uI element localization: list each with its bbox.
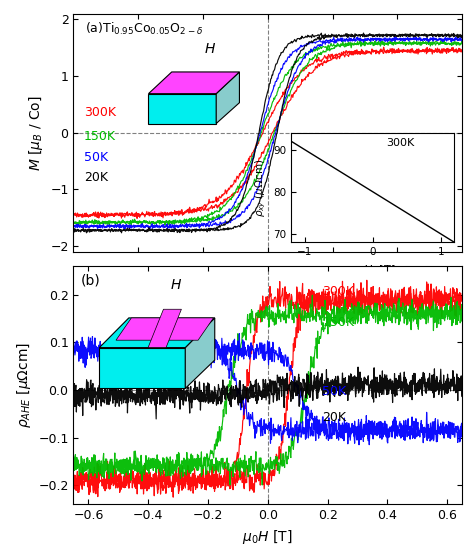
Text: 300K: 300K (84, 106, 116, 119)
Text: 20K: 20K (84, 171, 108, 184)
Text: 50K: 50K (84, 151, 108, 164)
Text: (b): (b) (81, 273, 101, 287)
Text: 300K: 300K (322, 285, 354, 298)
Text: 20K: 20K (322, 411, 346, 424)
Text: 50K: 50K (322, 385, 346, 398)
X-axis label: $\mu_0 H$ [T]: $\mu_0 H$ [T] (243, 527, 293, 545)
Text: (a)Ti$_{0.95}$Co$_{0.05}$O$_{2-\delta}$: (a)Ti$_{0.95}$Co$_{0.05}$O$_{2-\delta}$ (85, 21, 203, 37)
Text: 150K: 150K (322, 316, 354, 328)
Y-axis label: $M$ [$\mu_B$ / Co]: $M$ [$\mu_B$ / Co] (27, 95, 45, 171)
Text: 150K: 150K (84, 129, 116, 143)
Y-axis label: $\rho_{AHE}$ [$\mu\Omega$cm]: $\rho_{AHE}$ [$\mu\Omega$cm] (15, 342, 33, 428)
